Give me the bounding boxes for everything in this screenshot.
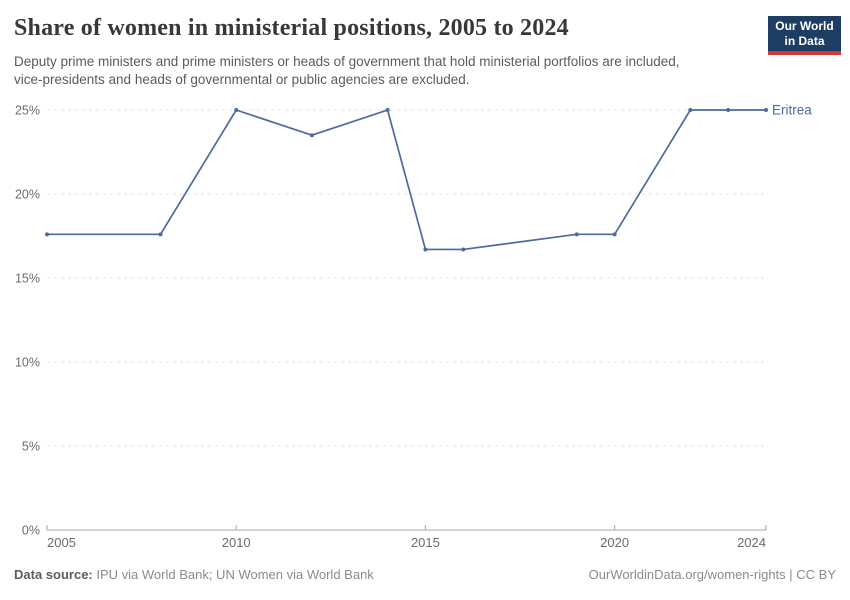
y-tick-label: 15% — [15, 272, 40, 286]
data-point[interactable] — [612, 232, 617, 237]
data-source-label: Data source: — [14, 567, 93, 582]
x-tick-label: 2024 — [737, 535, 766, 550]
data-point[interactable] — [309, 133, 314, 138]
data-point[interactable] — [688, 108, 693, 112]
data-point[interactable] — [45, 232, 49, 237]
data-point[interactable] — [234, 108, 239, 112]
x-tick-label: 2010 — [222, 535, 251, 550]
x-tick-label: 2020 — [600, 535, 629, 550]
y-tick-label: 20% — [15, 188, 40, 202]
data-point[interactable] — [385, 108, 390, 112]
series-label[interactable]: Eritrea — [772, 103, 812, 118]
owid-logo[interactable]: Our World in Data — [768, 16, 841, 55]
logo-line2: in Data — [784, 34, 825, 48]
y-tick-label: 5% — [22, 440, 40, 454]
data-point[interactable] — [158, 232, 163, 237]
data-source-text: IPU via World Bank; UN Women via World B… — [92, 567, 374, 582]
y-tick-label: 25% — [15, 104, 40, 118]
series-line[interactable] — [47, 109, 766, 251]
data-source: Data source: IPU via World Bank; UN Wome… — [14, 567, 374, 582]
x-tick-label: 2015 — [411, 535, 440, 550]
x-tick-label: 2005 — [47, 535, 76, 550]
footer-link[interactable]: OurWorldinData.org/women-rights | CC BY — [588, 567, 836, 582]
line-chart: 0% 5% 10% 15% 20% 25% 2005 2010 2015 2020 2024 Erit… — [15, 103, 812, 551]
logo-line1: Our World — [775, 19, 834, 33]
data-point[interactable] — [423, 247, 428, 252]
y-tick-label: 0% — [22, 524, 40, 538]
data-point[interactable] — [574, 232, 579, 237]
y-tick-label: 10% — [15, 356, 40, 370]
page-title: Share of women in ministerial positions,… — [14, 15, 569, 41]
chart-subtitle: Deputy prime ministers and prime ministe… — [14, 54, 680, 87]
data-point[interactable] — [764, 108, 768, 112]
data-point[interactable] — [726, 108, 731, 112]
data-point[interactable] — [461, 247, 466, 252]
